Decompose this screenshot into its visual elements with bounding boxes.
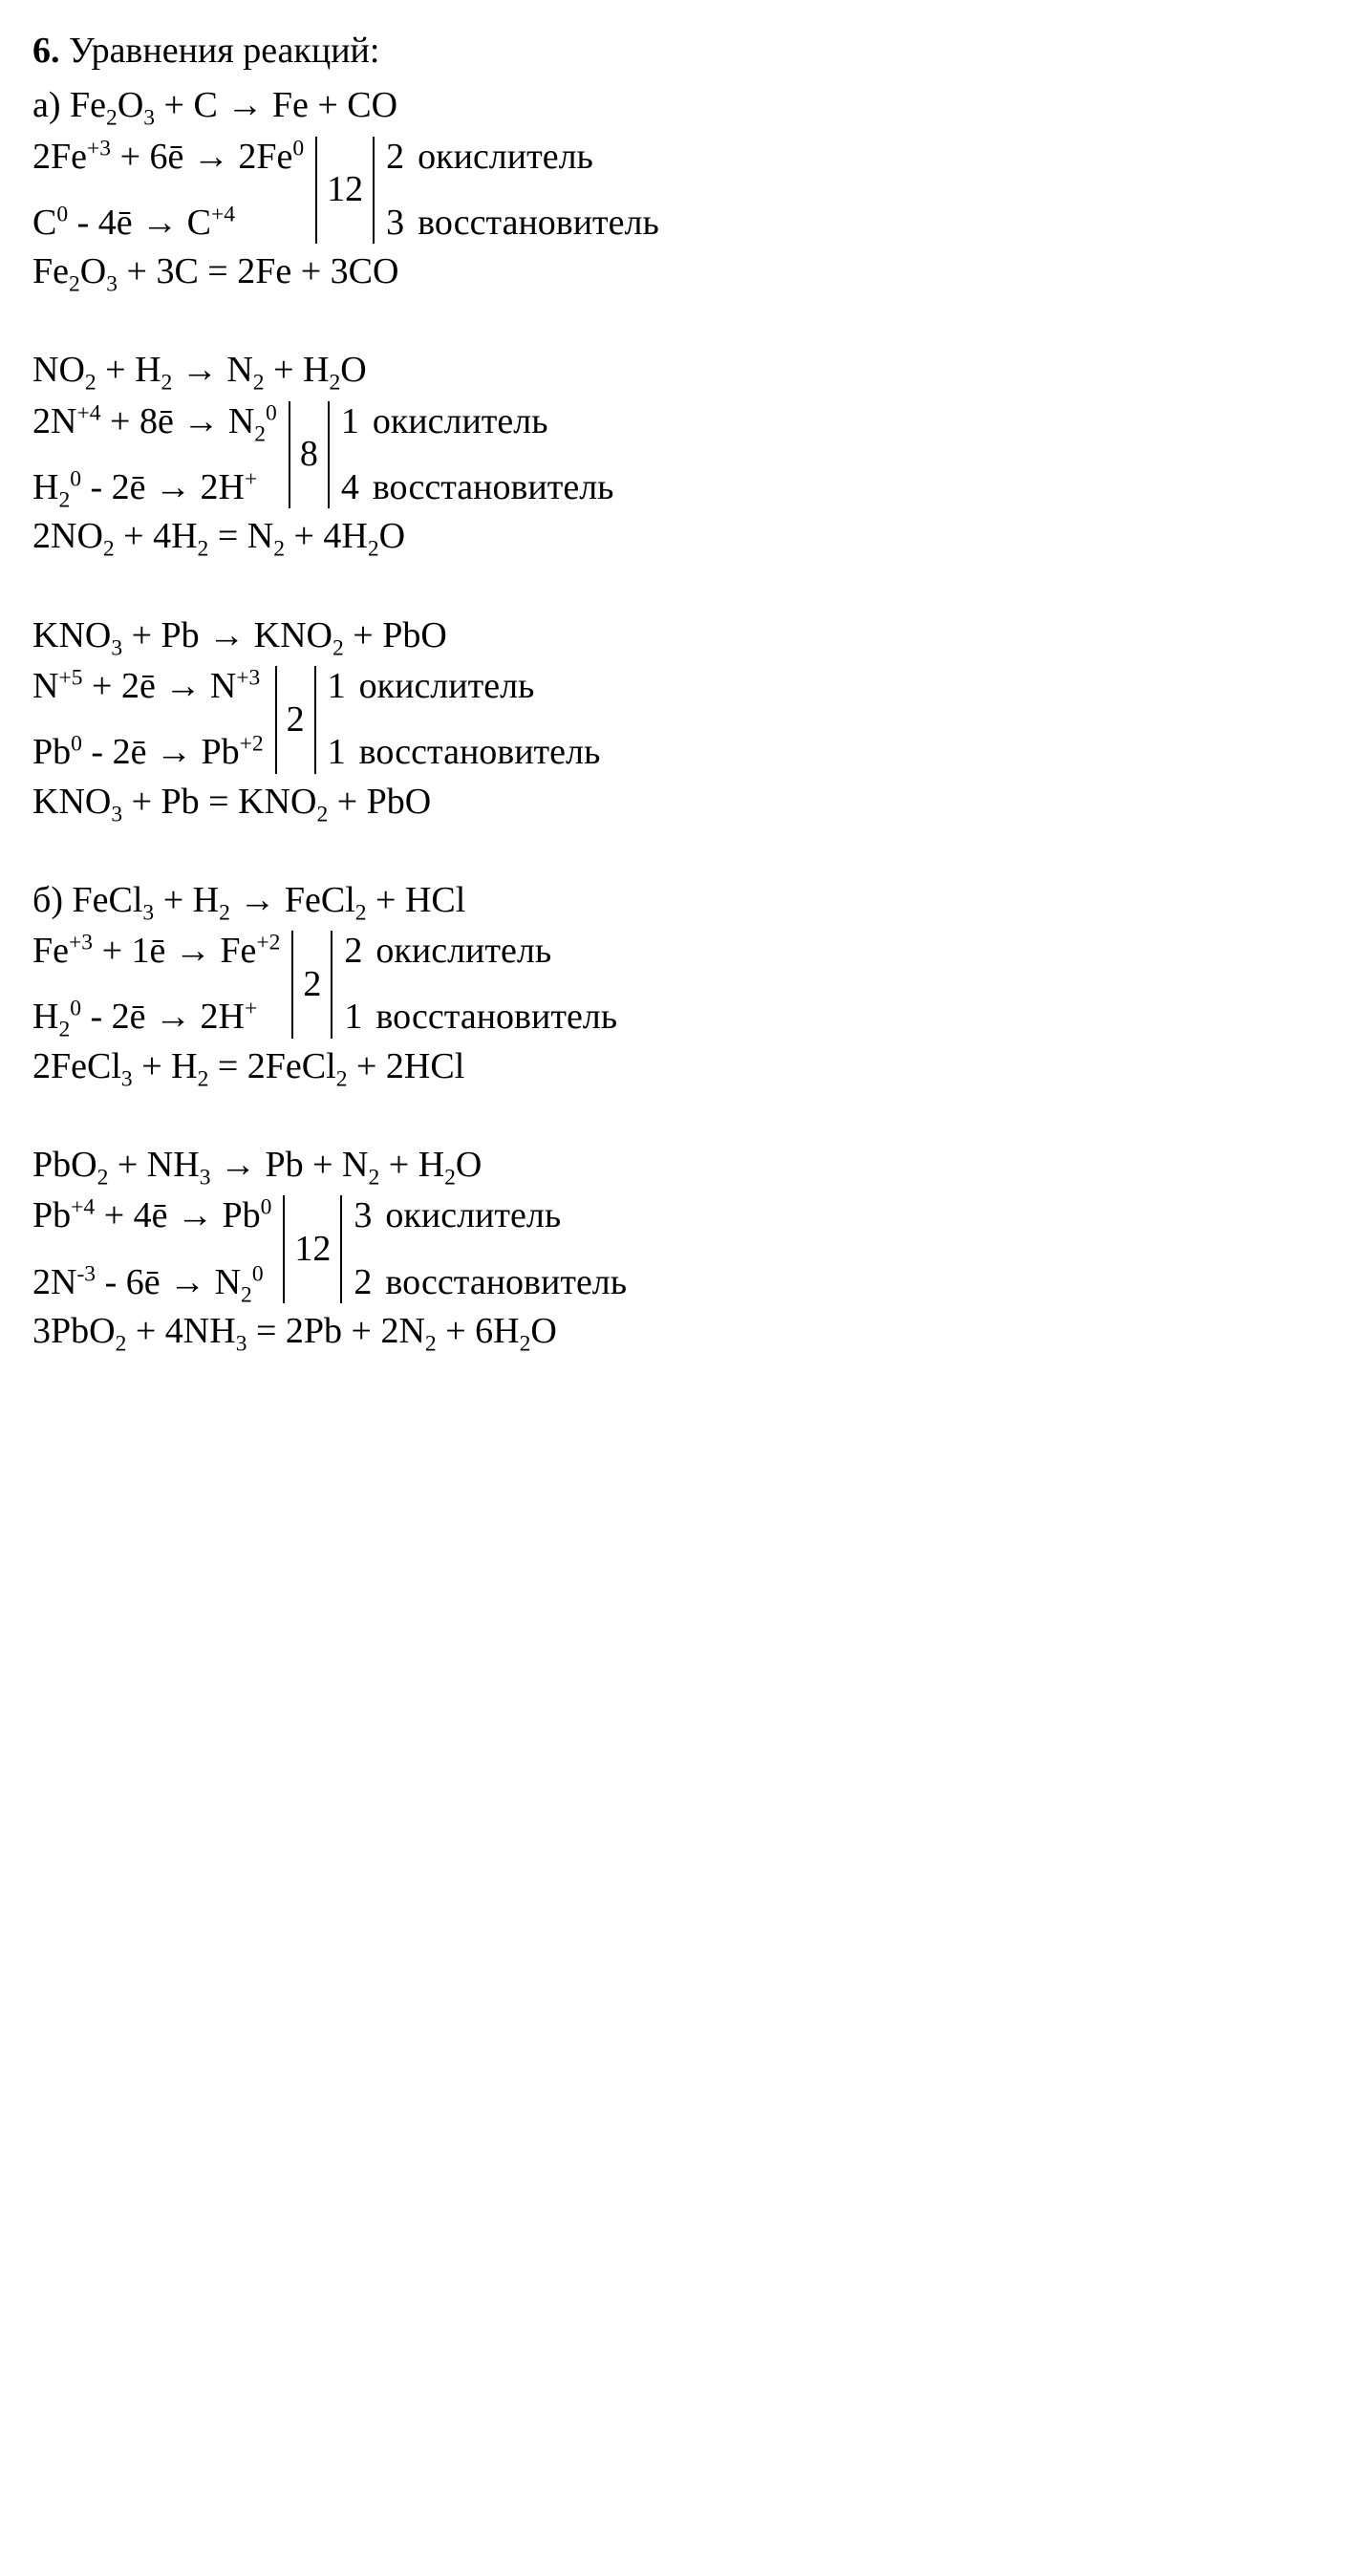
balance-coef: 1	[341, 397, 359, 446]
reaction-block: а) Fe2O3 + C → Fe + CO2Fe+3 + 6ē → 2Fe0 C…	[32, 81, 1319, 296]
lcm-value: 12	[317, 165, 373, 214]
reducer-label: восстановитель	[375, 993, 617, 1041]
half-reaction-coef: 2 окислитель	[386, 133, 659, 182]
balance-coef: 3	[386, 199, 404, 247]
reaction-scheme: б) FeCl3 + H2 → FeCl2 + HCl	[32, 876, 1319, 925]
exercise-header: 6. Уравнения реакций:	[32, 27, 1319, 75]
reaction-block: б) FeCl3 + H2 → FeCl2 + HClFe+3 + 1ē → F…	[32, 876, 1319, 1091]
electron-balance: Fe+3 + 1ē → Fe+2 H20 - 2ē → 2H+ 22 окислите…	[32, 927, 1319, 1042]
half-reaction: Pb+4 + 4ē → Pb0	[32, 1191, 271, 1240]
reducer-label: восстановитель	[359, 728, 601, 777]
oxidizer-label: окислитель	[373, 397, 548, 446]
divider	[314, 666, 316, 774]
balance-coef: 3	[354, 1191, 372, 1240]
balanced-equation: Fe2O3 + 3C = 2Fe + 3CO	[32, 247, 1319, 296]
half-reaction-coef: 3 окислитель	[354, 1191, 627, 1240]
balance-coef: 4	[341, 463, 359, 512]
lcm-value: 2	[277, 696, 314, 744]
reaction-scheme: NO2 + H2 → N2 + H2O	[32, 346, 1319, 395]
divider	[340, 1195, 342, 1303]
electron-balance: 2Fe+3 + 6ē → 2Fe0 C0 - 4ē → C+4 12 2 окислит…	[32, 133, 1319, 248]
half-reaction: 2Fe+3 + 6ē → 2Fe0	[32, 133, 304, 182]
balance-coef: 1	[344, 993, 362, 1041]
half-reaction: Fe+3 + 1ē → Fe+2	[32, 927, 280, 976]
exercise-number: 6.	[32, 31, 60, 71]
half-reaction-coef: 1 окислитель	[328, 662, 601, 711]
lcm-value: 12	[285, 1225, 340, 1274]
half-reaction: 2N+4 + 8ē → N20	[32, 397, 277, 446]
half-reaction: H20 - 2ē → 2H+	[32, 993, 280, 1041]
reaction-scheme: PbO2 + NH3 → Pb + N2 + H2O	[32, 1141, 1319, 1190]
balanced-equation: 3PbO2 + 4NH3 = 2Pb + 2N2 + 6H2O	[32, 1307, 1319, 1356]
reaction-block: KNO3 + Pb → KNO2 + PbON+5 + 2ē → N+3 Pb0 …	[32, 612, 1319, 826]
lcm-value: 8	[290, 430, 328, 479]
balance-coef: 2	[344, 927, 362, 976]
divider	[331, 931, 332, 1039]
oxidizer-label: окислитель	[359, 662, 535, 711]
balance-coef: 2	[386, 133, 404, 182]
exercise-title: Уравнения реакций:	[69, 31, 379, 71]
electron-balance: Pb+4 + 4ē → Pb0 2N-3 - 6ē → N20 12 3 окислит…	[32, 1191, 1319, 1307]
balance-coef: 1	[328, 728, 346, 777]
reducer-label: восстановитель	[418, 199, 659, 247]
reaction-block: PbO2 + NH3 → Pb + N2 + H2OPb+4 + 4ē → Pb…	[32, 1141, 1319, 1356]
half-reaction: Pb0 - 2ē → Pb+2	[32, 728, 264, 777]
electron-balance: N+5 + 2ē → N+3 Pb0 - 2ē → Pb+2 21 окислител…	[32, 662, 1319, 778]
reducer-label: восстановитель	[373, 463, 614, 512]
balanced-equation: 2NO2 + 4H2 = N2 + 4H2O	[32, 512, 1319, 561]
balance-coef: 1	[328, 662, 346, 711]
half-reaction-coef: 2 окислитель	[344, 927, 617, 976]
reaction-scheme: KNO3 + Pb → KNO2 + PbO	[32, 612, 1319, 660]
half-reaction: H20 - 2ē → 2H+	[32, 463, 277, 512]
electron-balance: 2N+4 + 8ē → N20 H20 - 2ē → 2H+ 81 окислител…	[32, 397, 1319, 513]
balanced-equation: KNO3 + Pb = KNO2 + PbO	[32, 778, 1319, 826]
half-reaction-coef: 3 восстановитель	[386, 199, 659, 247]
half-reaction-coef: 4 восстановитель	[341, 463, 614, 512]
oxidizer-label: окислитель	[385, 1191, 561, 1240]
half-reaction-coef: 1 восстановитель	[344, 993, 617, 1041]
oxidizer-label: окислитель	[375, 927, 551, 976]
balanced-equation: 2FeCl3 + H2 = 2FeCl2 + 2HCl	[32, 1042, 1319, 1091]
divider	[373, 137, 375, 245]
half-reaction-coef: 1 восстановитель	[328, 728, 601, 777]
half-reaction: C0 - 4ē → C+4	[32, 199, 304, 247]
half-reaction: N+5 + 2ē → N+3	[32, 662, 264, 711]
balance-coef: 2	[354, 1258, 372, 1307]
oxidizer-label: окислитель	[418, 133, 593, 182]
reaction-scheme: а) Fe2O3 + C → Fe + CO	[32, 81, 1319, 130]
half-reaction-coef: 2 восстановитель	[354, 1258, 627, 1307]
divider	[328, 401, 330, 509]
lcm-value: 2	[293, 960, 331, 1009]
half-reaction: 2N-3 - 6ē → N20	[32, 1258, 271, 1307]
reducer-label: восстановитель	[385, 1258, 627, 1307]
half-reaction-coef: 1 окислитель	[341, 397, 614, 446]
reaction-block: NO2 + H2 → N2 + H2O2N+4 + 8ē → N20 H20 - …	[32, 346, 1319, 561]
